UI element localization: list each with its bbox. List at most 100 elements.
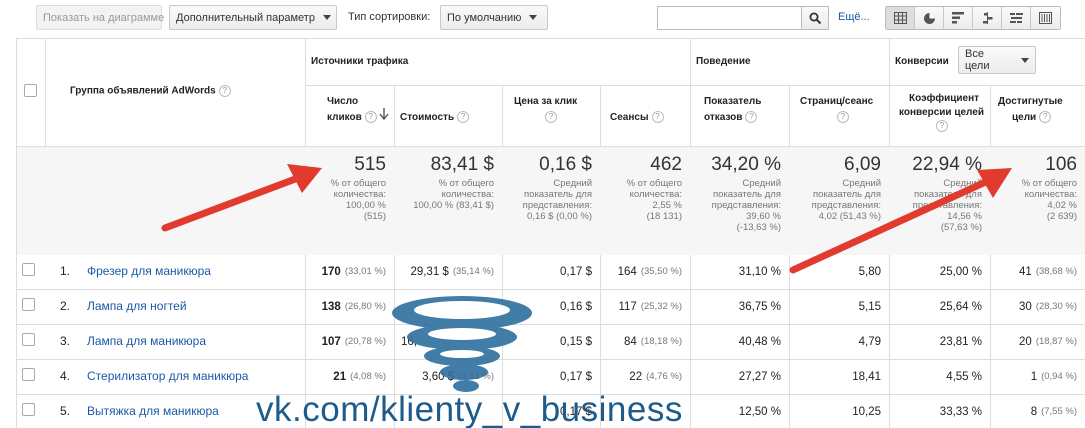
table-view-button[interactable] bbox=[886, 7, 915, 29]
divider bbox=[394, 86, 395, 428]
watermark-text: vk.com/klienty_v_business bbox=[256, 390, 683, 428]
conversion-rate-value: 4,55 % bbox=[946, 370, 982, 383]
cpc-cell: 0,17 $ bbox=[502, 394, 600, 428]
term-cloud-view-button[interactable] bbox=[1002, 7, 1031, 29]
column-header-label: Страниц/сеанс bbox=[800, 96, 874, 107]
total-note: % от общего bbox=[626, 178, 682, 189]
row-number: 3. bbox=[60, 334, 71, 348]
chevron-down-icon bbox=[1021, 57, 1029, 63]
column-header-bounce-rate[interactable]: Показатель отказов? bbox=[690, 86, 789, 146]
row-checkbox[interactable] bbox=[22, 368, 35, 381]
total-note: (2 639) bbox=[1046, 211, 1077, 222]
pages-per-session-cell: 5,15 bbox=[789, 289, 889, 324]
help-icon[interactable]: ? bbox=[364, 111, 377, 124]
group-header-conversions-label: Конверсии bbox=[895, 56, 949, 67]
pages-per-session-cell: 4,79 bbox=[789, 324, 889, 359]
sessions-percent: (4,76 %) bbox=[646, 371, 682, 382]
bounce-rate-value: 40,48 % bbox=[738, 335, 781, 348]
row-checkbox[interactable] bbox=[22, 298, 35, 311]
divider bbox=[16, 394, 1085, 395]
sort-descending-icon[interactable] bbox=[379, 108, 389, 120]
help-icon[interactable]: ? bbox=[936, 120, 948, 133]
cost-percent: (35,14 %) bbox=[452, 266, 494, 277]
column-header-label: Число bbox=[327, 96, 359, 107]
total-note: количества: bbox=[441, 189, 494, 200]
help-icon[interactable]: ? bbox=[218, 85, 231, 97]
clicks-percent: (4,08 %) bbox=[350, 371, 386, 382]
ad-group-link[interactable]: Стерилизатор для маникюра bbox=[87, 369, 249, 383]
goal-select-value: Все цели bbox=[965, 48, 990, 72]
search-input[interactable] bbox=[657, 6, 802, 30]
group-header-behavior: Поведение bbox=[690, 38, 889, 85]
total-value: 6,09 bbox=[844, 154, 881, 175]
sessions-percent: (25,32 %) bbox=[640, 301, 682, 312]
bar-view-button[interactable] bbox=[944, 7, 973, 29]
column-header-label: цели bbox=[1012, 112, 1037, 123]
column-header-clicks[interactable]: Число кликов? bbox=[305, 86, 394, 146]
cpc-value: 0,17 $ bbox=[560, 405, 592, 418]
ad-group-link[interactable]: Лампа для ногтей bbox=[87, 299, 187, 313]
grid-icon bbox=[893, 12, 907, 24]
total-note: % от общего bbox=[330, 178, 386, 189]
clicks-value: 138 bbox=[321, 300, 341, 313]
bounce-rate-cell: 36,75 % bbox=[690, 289, 789, 324]
term-cloud-icon bbox=[1009, 13, 1023, 23]
help-icon[interactable]: ? bbox=[651, 111, 664, 124]
pages-per-session-value: 18,41 bbox=[852, 370, 881, 383]
total-bounce-rate: 34,20 % Средний показатель для представлен… bbox=[690, 152, 789, 233]
column-header-cpc[interactable]: Цена за клик? bbox=[502, 86, 600, 146]
sessions-cell: 117 (25,32 %) bbox=[600, 289, 690, 324]
row-checkbox[interactable] bbox=[22, 333, 35, 346]
help-icon[interactable]: ? bbox=[837, 111, 849, 124]
total-note: показатель для bbox=[713, 189, 781, 200]
divider bbox=[16, 38, 17, 428]
total-note: (57,63 %) bbox=[940, 222, 982, 233]
sort-type-label: Тип сортировки: bbox=[348, 11, 431, 23]
show-on-chart-label: Показать на диаграмме bbox=[43, 11, 165, 24]
sort-type-dropdown[interactable]: По умолчанию bbox=[440, 5, 548, 30]
divider bbox=[16, 324, 1085, 325]
goal-completions-percent: (38,68 %) bbox=[1035, 266, 1077, 277]
column-header-pages-per-session[interactable]: Страниц/сеанс? bbox=[789, 86, 889, 146]
secondary-dimension-dropdown[interactable]: Дополнительный параметр bbox=[169, 5, 337, 30]
row-checkbox[interactable] bbox=[22, 403, 35, 416]
row-checkbox[interactable] bbox=[22, 263, 35, 276]
column-header-conversion-rate[interactable]: Коэффициент конверсии целей? bbox=[889, 86, 990, 146]
pivot-view-button[interactable] bbox=[1031, 7, 1060, 29]
clicks-value: 107 bbox=[321, 335, 341, 348]
pie-view-button[interactable] bbox=[915, 7, 944, 29]
goal-completions-percent: (18,87 %) bbox=[1035, 336, 1077, 347]
dimension-header[interactable]: Группа объявлений AdWords? bbox=[70, 85, 231, 97]
clicks-value: 170 bbox=[321, 265, 341, 278]
ad-group-link[interactable]: Лампа для маникюра bbox=[87, 334, 206, 348]
column-header-sessions[interactable]: Сеансы? bbox=[600, 86, 690, 146]
goal-completions-percent: (7,55 %) bbox=[1041, 406, 1077, 417]
divider bbox=[600, 86, 601, 428]
divider bbox=[502, 86, 503, 428]
total-note: показатель для bbox=[914, 189, 982, 200]
goal-select-dropdown[interactable]: Все цели bbox=[958, 46, 1036, 74]
conversion-rate-value: 23,81 % bbox=[939, 335, 982, 348]
total-note: представления: bbox=[811, 200, 881, 211]
ad-group-link[interactable]: Фрезер для маникюра bbox=[87, 264, 211, 278]
comparison-icon bbox=[982, 12, 992, 24]
cost-cell: 16, bbox=[394, 324, 502, 359]
column-header-cost[interactable]: Стоимость? bbox=[394, 86, 502, 146]
total-value: 0,16 $ bbox=[539, 154, 592, 175]
clicks-cell: 138 (26,80 %) bbox=[305, 289, 394, 324]
ad-group-link[interactable]: Вытяжка для маникюра bbox=[87, 404, 219, 418]
bounce-rate-cell: 31,10 % bbox=[690, 254, 789, 289]
help-icon[interactable]: ? bbox=[1039, 111, 1052, 124]
divider bbox=[45, 38, 46, 146]
search-button[interactable] bbox=[801, 6, 829, 30]
total-note: показатель для bbox=[813, 189, 881, 200]
show-on-chart-button[interactable]: Показать на диаграмме bbox=[36, 5, 165, 30]
group-header-acquisition-label: Источники трафика bbox=[311, 56, 409, 67]
help-icon[interactable]: ? bbox=[545, 111, 557, 124]
more-link[interactable]: Ещё... bbox=[838, 11, 870, 23]
comparison-view-button[interactable] bbox=[973, 7, 1002, 29]
help-icon[interactable]: ? bbox=[457, 111, 470, 124]
help-icon[interactable]: ? bbox=[745, 111, 758, 124]
column-header-goal-completions[interactable]: Достигнутые цели? bbox=[990, 86, 1085, 146]
select-all-checkbox[interactable] bbox=[24, 84, 37, 97]
